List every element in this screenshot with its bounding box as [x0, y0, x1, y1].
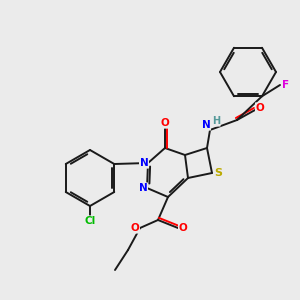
- Text: H: H: [212, 116, 220, 126]
- Text: Cl: Cl: [84, 216, 96, 226]
- Text: N: N: [140, 158, 148, 168]
- Text: F: F: [282, 80, 290, 90]
- Text: O: O: [178, 223, 188, 233]
- Text: O: O: [160, 118, 169, 128]
- Text: N: N: [139, 183, 147, 193]
- Text: O: O: [130, 223, 140, 233]
- Text: S: S: [214, 168, 222, 178]
- Text: N: N: [202, 120, 210, 130]
- Text: O: O: [256, 103, 264, 113]
